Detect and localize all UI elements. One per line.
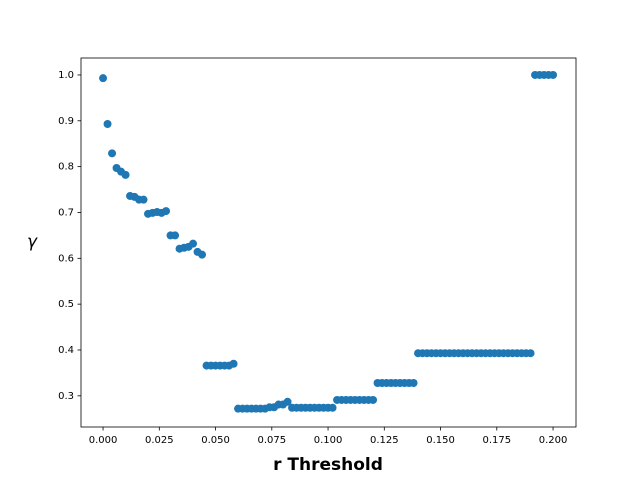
point <box>328 403 337 412</box>
y-tick-label: 1.0 <box>58 70 74 81</box>
point <box>139 195 148 204</box>
x-tick-label: 0.025 <box>145 435 174 446</box>
x-tick-label: 0.075 <box>257 435 286 446</box>
axes-frame <box>80 57 577 428</box>
point <box>369 395 378 404</box>
y-tick-label: 0.4 <box>58 345 74 356</box>
point <box>283 397 292 406</box>
y-tick-label: 0.3 <box>58 391 74 402</box>
y-tick-label: 0.7 <box>58 207 74 218</box>
point <box>171 231 180 240</box>
point <box>198 250 207 259</box>
x-tick-label: 0.000 <box>89 435 118 446</box>
x-tick-label: 0.200 <box>539 435 568 446</box>
x-tick-label: 0.050 <box>201 435 230 446</box>
point <box>108 149 117 158</box>
point <box>103 120 112 129</box>
point <box>189 239 198 248</box>
point <box>409 378 418 387</box>
point <box>526 349 535 358</box>
x-axis-label: r Threshold <box>273 455 383 475</box>
x-tick-label: 0.125 <box>370 435 399 446</box>
x-tick-label: 0.175 <box>482 435 511 446</box>
y-tick-label: 0.5 <box>58 299 74 310</box>
point <box>162 207 171 216</box>
y-axis-label: γ <box>27 232 38 252</box>
x-tick-label: 0.150 <box>426 435 455 446</box>
y-tick-label: 0.8 <box>58 162 74 173</box>
x-tick-label: 0.100 <box>314 435 343 446</box>
point <box>549 70 558 79</box>
point <box>229 359 238 368</box>
point <box>121 170 130 179</box>
point <box>99 74 108 83</box>
y-tick-label: 0.6 <box>58 253 74 264</box>
y-tick-label: 0.9 <box>58 116 74 127</box>
